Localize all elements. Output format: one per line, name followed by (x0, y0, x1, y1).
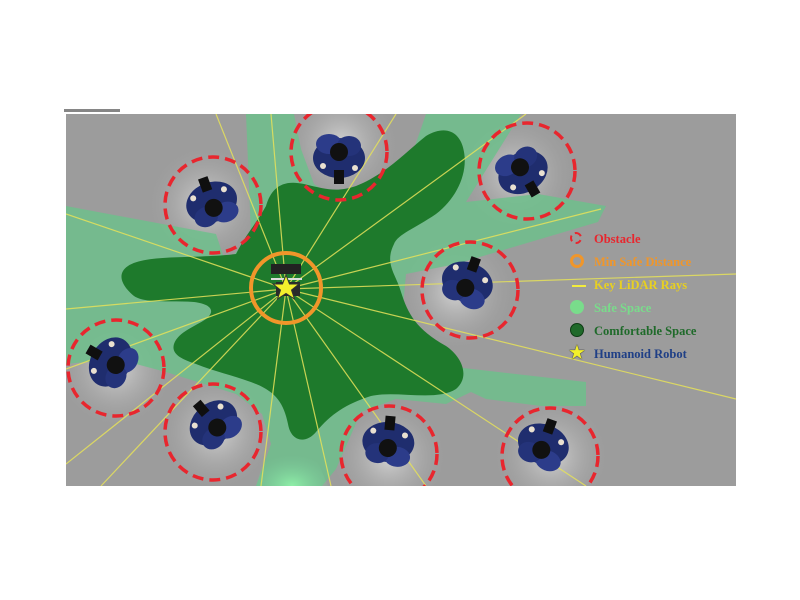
obstacles (66, 114, 600, 486)
legend-label: Key LiDAR Rays (594, 278, 688, 292)
safe-space-dot-icon (570, 299, 588, 318)
obstacle-circle (66, 318, 166, 418)
legend-label: Humanoid Robot (594, 347, 687, 361)
legend-item-comfortable-space: Comfortable Space (570, 320, 730, 343)
legend-item-safe-space: Safe Space (570, 297, 730, 320)
min-safe-distance-ring-icon (570, 253, 588, 272)
humanoid-robot (249, 251, 323, 325)
lidar-ray-line-icon (570, 277, 588, 295)
corner-artifact-mark (64, 109, 120, 112)
legend: Obstacle Min Safe Distance Key LiDAR Ray… (568, 228, 730, 366)
legend-label: Safe Space (594, 301, 652, 315)
navigation-scene (66, 114, 736, 486)
obstacle-circle (339, 404, 439, 486)
safe-space-region-bottom (256, 434, 328, 486)
legend-label: Min Safe Distance (594, 255, 692, 269)
obstacle-dashed-circle-icon (570, 231, 588, 249)
legend-item-humanoid-robot: ★ Humanoid Robot (568, 339, 730, 366)
obstacle-circle (163, 155, 263, 255)
obstacle-circle (500, 406, 600, 486)
humanoid-robot-star-icon: ★ (568, 339, 586, 364)
comfortable-space-dot-icon (570, 322, 588, 341)
legend-label: Comfortable Space (594, 324, 697, 338)
humanoid-robot-star-icon (271, 273, 301, 301)
scene-canvas (66, 114, 736, 486)
legend-item-key-lidar-rays: Key LiDAR Rays (570, 274, 730, 297)
obstacle-circle (289, 114, 389, 202)
legend-label: Obstacle (594, 232, 641, 246)
obstacle-circle (420, 240, 520, 340)
legend-item-min-safe-distance: Min Safe Distance (570, 251, 730, 274)
legend-item-obstacle: Obstacle (570, 228, 730, 251)
obstacle-circle (477, 121, 577, 221)
obstacle-circle (163, 382, 263, 482)
min-safe-distance-ring (249, 251, 323, 325)
